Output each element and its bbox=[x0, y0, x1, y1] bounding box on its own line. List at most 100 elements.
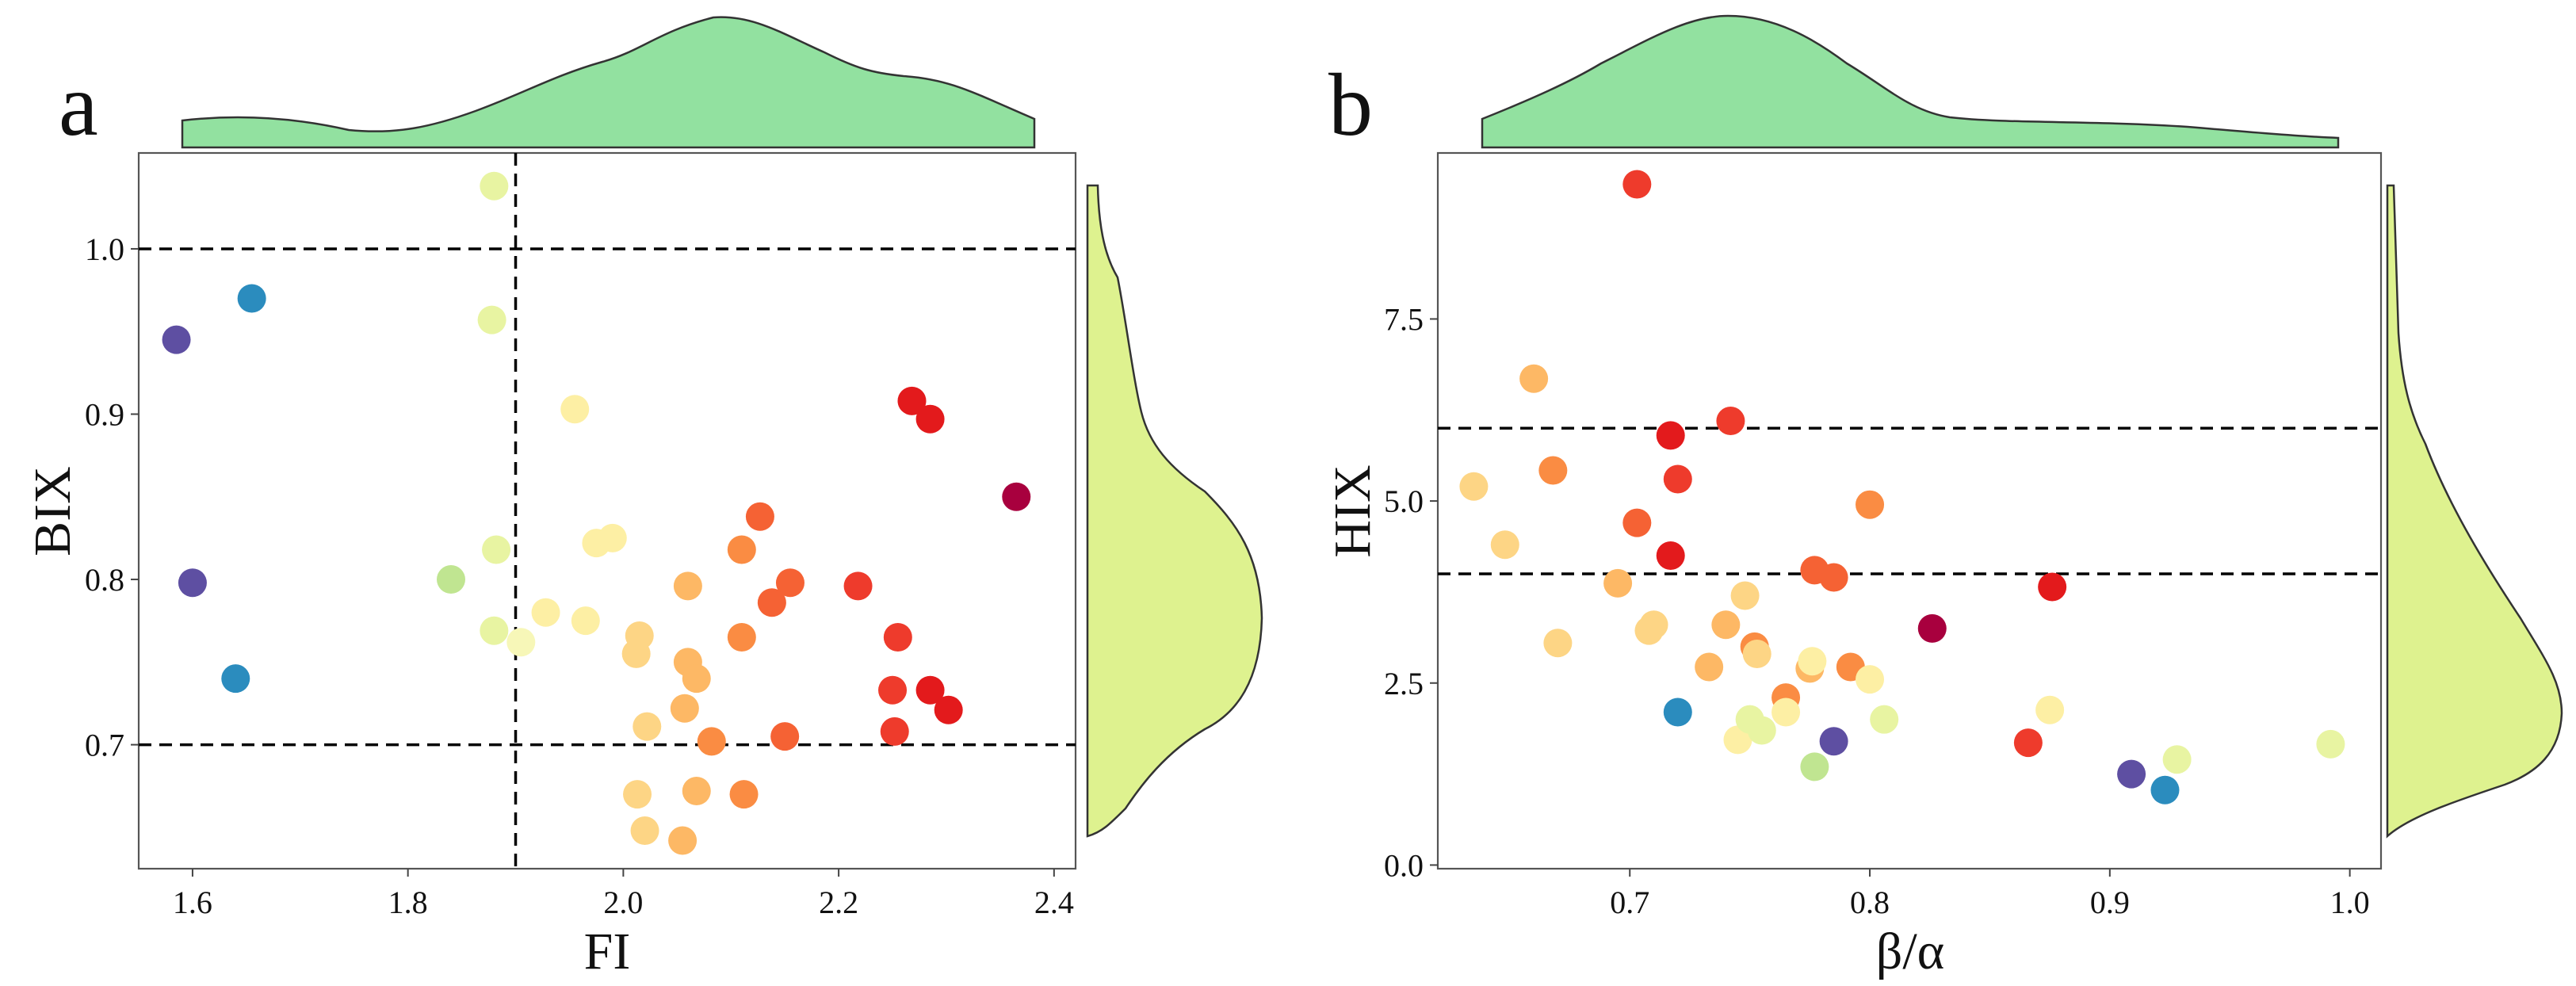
x-tick-label-b-1: 0.8 bbox=[1850, 885, 1890, 920]
panel-a: a 1.6 1.8 2.0 2.2 2.4 0.7 0.8 0.9 1.0 FI BIX bbox=[24, 16, 1263, 980]
point-a-27 bbox=[727, 535, 756, 564]
point-b-40 bbox=[2150, 775, 2180, 804]
y-tick-label-b-3: 7.5 bbox=[1384, 301, 1424, 337]
point-a-18 bbox=[623, 780, 652, 809]
point-b-35 bbox=[1917, 613, 1947, 643]
plot-area-b bbox=[1436, 151, 2383, 870]
x-tick-label-b-2: 0.9 bbox=[2090, 885, 2130, 920]
point-b-38 bbox=[2035, 695, 2065, 724]
point-a-30 bbox=[745, 502, 774, 531]
point-b-27 bbox=[1798, 647, 1827, 676]
point-b-41 bbox=[2162, 745, 2192, 774]
point-a-20 bbox=[673, 571, 702, 601]
point-b-3 bbox=[1490, 530, 1519, 560]
point-b-18 bbox=[1730, 581, 1760, 610]
y-tick-label-b-2: 5.0 bbox=[1384, 483, 1424, 519]
point-a-3 bbox=[221, 664, 250, 694]
point-a-9 bbox=[506, 628, 536, 657]
point-a-11 bbox=[560, 395, 590, 424]
points-a bbox=[162, 171, 1031, 855]
point-a-0 bbox=[162, 325, 191, 354]
point-b-6 bbox=[1603, 568, 1633, 598]
point-a-10 bbox=[531, 598, 560, 627]
point-b-24 bbox=[1771, 697, 1801, 727]
point-a-28 bbox=[727, 623, 756, 652]
point-a-24 bbox=[682, 776, 711, 805]
point-b-11 bbox=[1656, 541, 1685, 570]
point-a-6 bbox=[482, 535, 511, 564]
x-axis-label-a: FI bbox=[584, 923, 631, 980]
y-tick-label-a-3: 1.0 bbox=[85, 231, 124, 267]
point-b-1 bbox=[1519, 364, 1549, 393]
y-tick-label-a-2: 0.9 bbox=[85, 397, 124, 433]
point-a-22 bbox=[670, 694, 699, 723]
point-a-29 bbox=[729, 780, 759, 809]
point-b-12 bbox=[1663, 464, 1692, 494]
plot-area-a bbox=[137, 151, 1077, 870]
point-a-32 bbox=[775, 568, 805, 598]
point-a-33 bbox=[770, 722, 800, 751]
y-axis-label-a: BIX bbox=[24, 466, 82, 556]
point-a-35 bbox=[883, 623, 912, 652]
point-a-17 bbox=[633, 712, 662, 741]
point-b-34 bbox=[1870, 705, 1899, 734]
point-b-14 bbox=[1695, 652, 1724, 682]
y-tick-label-a-0: 0.7 bbox=[85, 728, 124, 763]
y-tick-label-b-1: 2.5 bbox=[1384, 666, 1424, 701]
point-b-0 bbox=[1622, 170, 1652, 199]
point-b-21 bbox=[1742, 640, 1771, 669]
point-b-2 bbox=[1459, 472, 1489, 501]
point-b-22 bbox=[1747, 716, 1776, 745]
point-a-5 bbox=[477, 305, 506, 334]
y-tick-label-b-0: 0.0 bbox=[1384, 847, 1424, 883]
point-a-8 bbox=[480, 616, 509, 645]
point-a-39 bbox=[915, 404, 945, 434]
point-b-32 bbox=[1856, 490, 1885, 519]
x-ticks-b: 0.7 0.8 0.9 1.0 bbox=[1610, 869, 2370, 920]
point-a-31 bbox=[757, 588, 786, 617]
point-a-4 bbox=[480, 171, 509, 201]
top-density-a bbox=[181, 16, 1036, 149]
point-a-40 bbox=[915, 675, 945, 705]
right-density-a bbox=[1086, 184, 1263, 838]
panel-label-a: a bbox=[59, 56, 98, 155]
point-a-38 bbox=[897, 386, 927, 415]
right-density-b bbox=[2386, 184, 2563, 839]
point-b-28 bbox=[1800, 752, 1829, 782]
point-a-2 bbox=[178, 568, 207, 598]
reference-lines-a bbox=[139, 153, 1076, 869]
y-ticks-b: 0.0 2.5 5.0 7.5 bbox=[1384, 301, 1438, 883]
x-tick-label-b-0: 0.7 bbox=[1610, 885, 1649, 920]
point-b-39 bbox=[2117, 759, 2146, 789]
y-axis-label-b: HIX bbox=[1324, 464, 1382, 557]
x-tick-label-b-3: 1.0 bbox=[2330, 885, 2370, 920]
point-b-5 bbox=[1543, 629, 1573, 658]
point-b-37 bbox=[2038, 572, 2067, 602]
point-a-37 bbox=[880, 717, 909, 746]
point-a-16 bbox=[621, 639, 651, 668]
y-tick-label-a-1: 0.8 bbox=[85, 562, 124, 598]
points-b bbox=[1459, 170, 2345, 804]
x-tick-label-a-4: 2.4 bbox=[1034, 885, 1074, 920]
x-tick-label-a-3: 2.2 bbox=[819, 885, 858, 920]
point-a-23 bbox=[682, 664, 711, 694]
point-a-12 bbox=[571, 606, 600, 636]
point-a-42 bbox=[1002, 482, 1031, 511]
x-axis-label-b: β/α bbox=[1876, 923, 1945, 980]
panel-b: b 0.7 0.8 0.9 1.0 0.0 2.5 5.0 7.5 β/α HIX bbox=[1324, 14, 2563, 980]
point-b-29 bbox=[1819, 563, 1848, 592]
point-b-9 bbox=[1639, 610, 1668, 640]
point-a-1 bbox=[237, 284, 266, 313]
x-tick-label-a-0: 1.6 bbox=[173, 885, 212, 920]
point-b-13 bbox=[1663, 697, 1692, 727]
x-ticks-a: 1.6 1.8 2.0 2.2 2.4 bbox=[173, 869, 1074, 920]
point-b-30 bbox=[1819, 727, 1848, 756]
point-a-34 bbox=[843, 571, 873, 601]
point-b-16 bbox=[1716, 407, 1745, 436]
point-a-7 bbox=[437, 565, 465, 594]
point-b-15 bbox=[1711, 610, 1741, 640]
point-a-19 bbox=[630, 816, 659, 846]
point-a-25 bbox=[668, 826, 698, 855]
point-b-33 bbox=[1856, 665, 1885, 694]
